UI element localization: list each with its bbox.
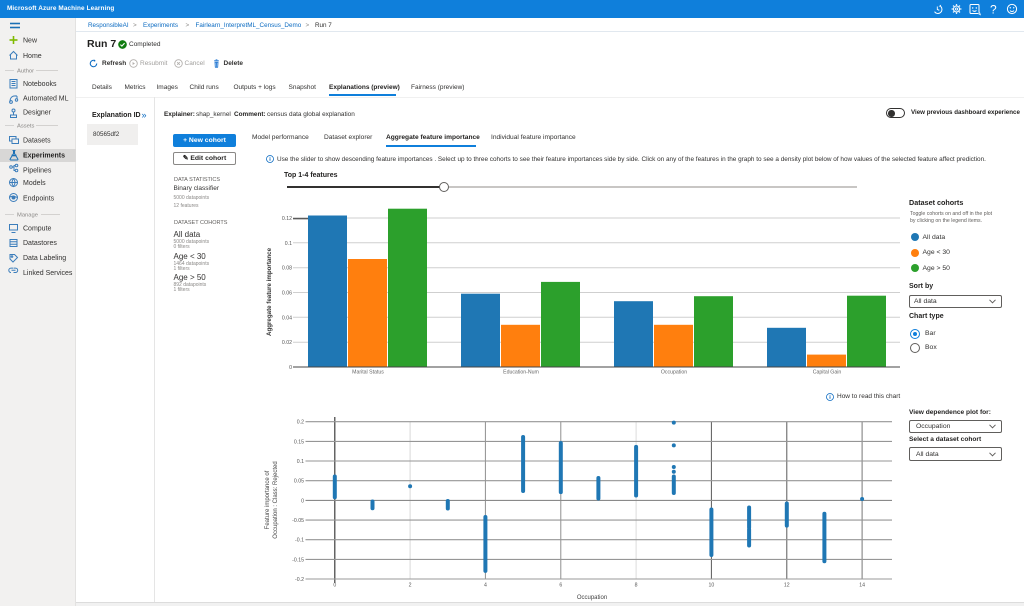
svg-text:14: 14	[859, 583, 865, 589]
svg-text:-0.05: -0.05	[292, 518, 304, 524]
svg-text:Endpoints: Endpoints	[23, 196, 55, 203]
svg-text:Pipelines: Pipelines	[23, 168, 52, 175]
svg-text:Models: Models	[23, 180, 46, 187]
svg-text:?: ?	[990, 3, 997, 17]
svg-text:0: 0	[333, 583, 336, 589]
svg-text:Occupation: Occupation	[577, 595, 607, 601]
svg-text:Designer: Designer	[23, 110, 52, 117]
svg-text:Datastores: Datastores	[23, 240, 57, 247]
svg-text:0: 0	[301, 498, 304, 504]
svg-text:-0.15: -0.15	[292, 557, 304, 563]
svg-text:Aggregate feature importance: Aggregate feature importance	[266, 247, 273, 336]
svg-text:Assets: Assets	[17, 123, 34, 129]
svg-text:Linked Services: Linked Services	[23, 270, 73, 277]
svg-text:0: 0	[289, 365, 292, 371]
svg-text:Occupation : Class: Rejected: Occupation : Class: Rejected	[273, 461, 279, 538]
svg-text:Manage: Manage	[17, 212, 38, 218]
svg-text:Occupation: Occupation	[661, 370, 687, 376]
svg-text:Automated ML: Automated ML	[23, 96, 69, 103]
svg-text:0.12: 0.12	[282, 216, 292, 222]
svg-text:12: 12	[784, 583, 790, 589]
svg-text:Education-Num: Education-Num	[503, 370, 539, 376]
svg-text:Author: Author	[17, 68, 34, 74]
svg-text:2: 2	[409, 583, 412, 589]
svg-text:Compute: Compute	[23, 226, 52, 233]
svg-text:6: 6	[559, 583, 562, 589]
svg-text:Feature importance of: Feature importance of	[265, 470, 271, 529]
svg-text:Data Labeling: Data Labeling	[23, 255, 66, 262]
svg-text:-0.2: -0.2	[295, 577, 304, 583]
svg-text:0.02: 0.02	[282, 340, 292, 346]
svg-text:Home: Home	[23, 53, 42, 60]
svg-text:Capital Gain: Capital Gain	[813, 370, 842, 376]
svg-text:0.08: 0.08	[282, 266, 292, 272]
svg-text:Notebooks: Notebooks	[23, 81, 57, 88]
svg-text:0.04: 0.04	[282, 315, 292, 321]
svg-text:8: 8	[635, 583, 638, 589]
svg-text:0.06: 0.06	[282, 291, 292, 297]
svg-text:0.15: 0.15	[294, 439, 304, 445]
svg-text:10: 10	[709, 583, 715, 589]
svg-text:4: 4	[484, 583, 487, 589]
svg-text:0.05: 0.05	[294, 479, 304, 485]
svg-text:Marital Status: Marital Status	[352, 370, 384, 376]
svg-text:Datasets: Datasets	[23, 138, 51, 145]
svg-text:0.2: 0.2	[297, 420, 304, 426]
svg-text:Experiments: Experiments	[23, 153, 65, 160]
svg-text:-0.1: -0.1	[295, 538, 304, 544]
svg-text:0.1: 0.1	[285, 241, 292, 247]
svg-text:0.1: 0.1	[297, 459, 304, 465]
svg-text:New: New	[23, 38, 38, 45]
